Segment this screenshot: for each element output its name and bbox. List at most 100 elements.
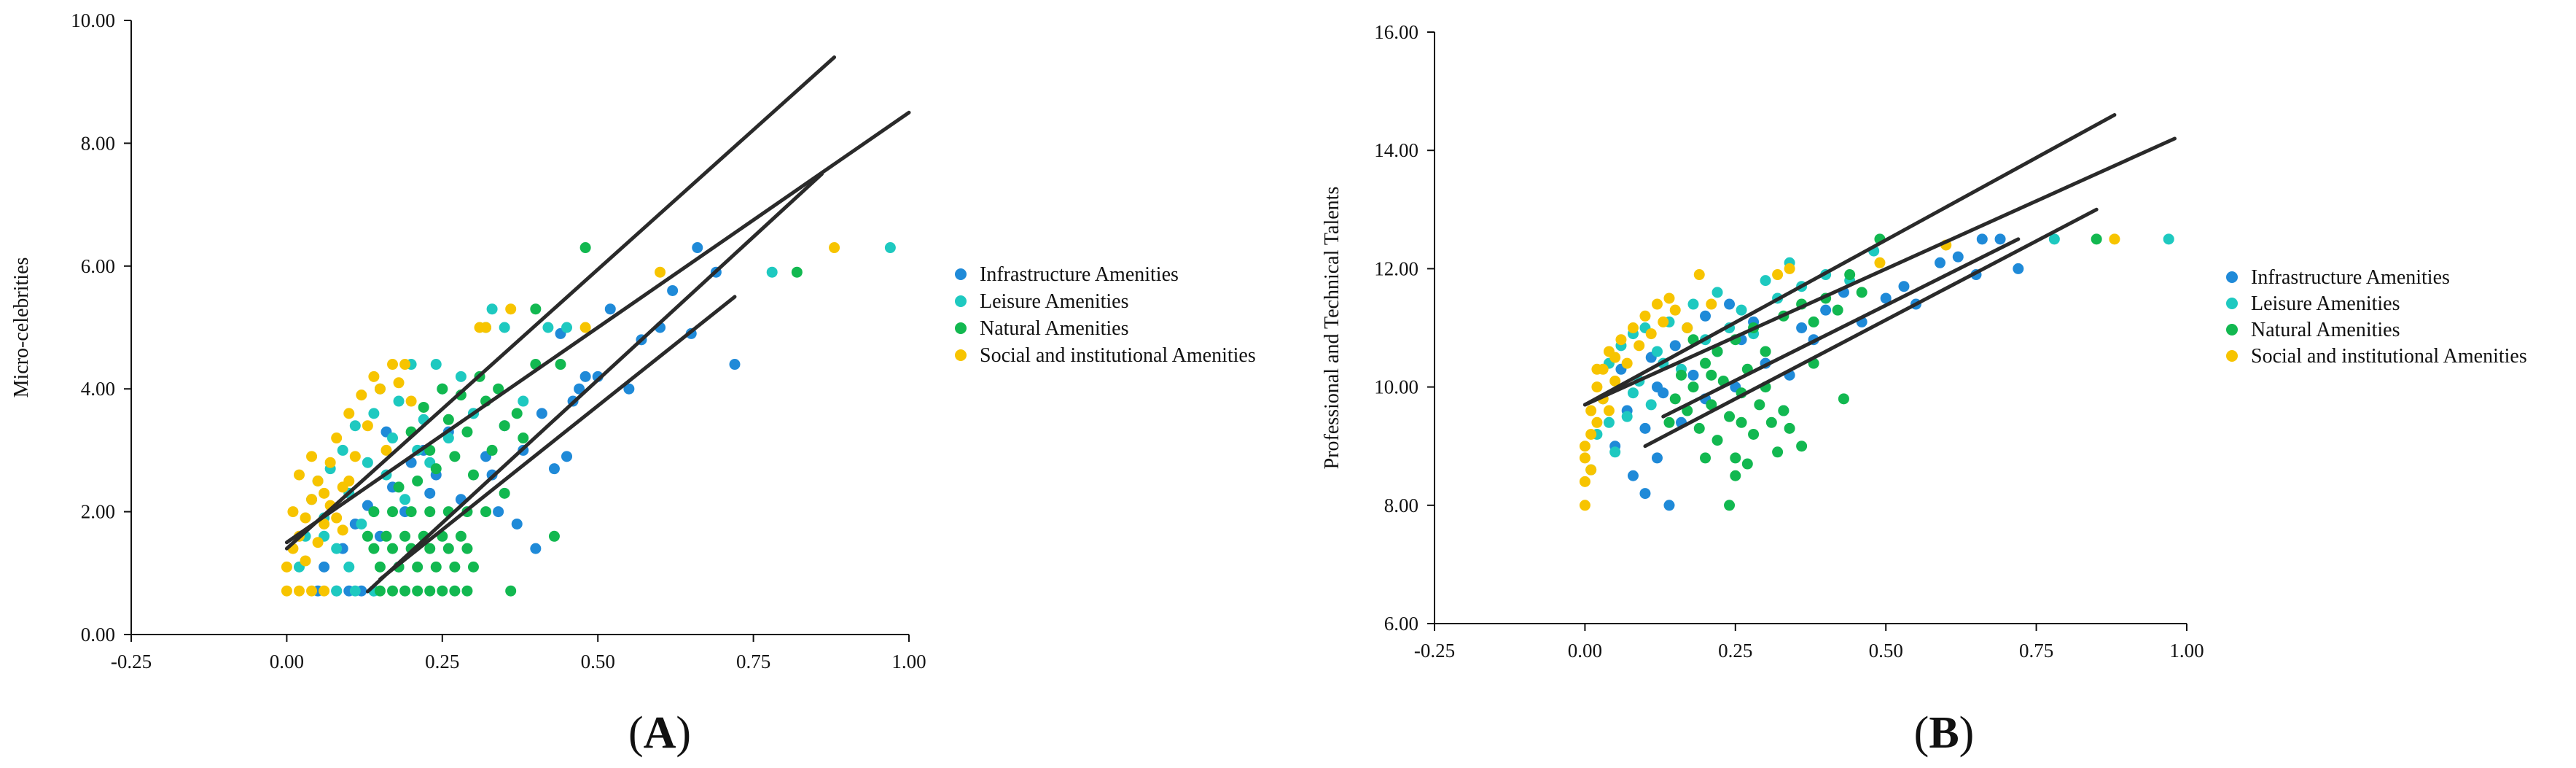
scatter-point-b	[1579, 500, 1591, 511]
scatter-point-a	[399, 530, 411, 542]
scatter-point-a	[449, 451, 461, 462]
scatter-point-a	[368, 506, 380, 518]
scatter-point-b	[2013, 263, 2024, 274]
x-tick-label-b: 1.00	[2169, 640, 2204, 662]
scatter-point-a	[387, 433, 399, 444]
x-tick-label-b: -0.25	[1414, 640, 1455, 662]
scatter-point-a	[449, 561, 461, 573]
scatter-point-b	[1621, 411, 1633, 422]
scatter-point-a	[281, 561, 292, 573]
scatter-point-b	[1994, 233, 2006, 245]
scatter-point-a	[442, 414, 454, 425]
legend-marker-b	[2226, 324, 2238, 335]
scatter-point-b	[1615, 334, 1627, 346]
scatter-point-a	[405, 506, 417, 518]
scatter-point-a	[623, 383, 635, 395]
y-axis-label-b: Professional and Technical Talents	[1321, 187, 1343, 470]
scatter-point-b	[1796, 322, 1808, 333]
scatter-point-a	[393, 395, 405, 407]
scatter-point-b	[1651, 452, 1663, 464]
scatter-point-a	[486, 303, 498, 315]
scatter-point-b	[1621, 357, 1633, 369]
scatter-point-b	[1820, 304, 1832, 316]
scatter-point-a	[467, 469, 479, 481]
scatter-point-a	[499, 420, 510, 432]
y-tick-label-b: 12.00	[1374, 257, 1418, 279]
scatter-point-a	[306, 585, 318, 597]
scatter-point-b	[1736, 304, 1747, 316]
panel-a-label-letter: A	[644, 708, 676, 758]
scatter-point-a	[518, 433, 529, 444]
scatter-point-a	[455, 530, 467, 542]
scatter-point-a	[561, 451, 573, 462]
scatter-point-b	[1585, 428, 1597, 440]
scatter-point-a	[437, 585, 448, 597]
x-tick-label-b: 0.50	[1869, 640, 1903, 662]
scatter-point-b	[2163, 233, 2174, 245]
scatter-point-b	[1880, 292, 1892, 304]
panel-b-label-open: (	[1914, 708, 1929, 758]
scatter-point-b	[1724, 500, 1736, 511]
scatter-point-b	[1675, 369, 1687, 381]
scatter-point-a	[511, 408, 523, 419]
scatter-point-a	[480, 506, 492, 518]
scatter-point-a	[368, 543, 380, 554]
scatter-point-a	[530, 543, 542, 554]
scatter-point-b	[1844, 269, 1856, 281]
scatter-point-a	[319, 487, 330, 499]
scatter-point-a	[418, 401, 429, 413]
scatter-point-a	[412, 561, 424, 573]
legend-marker-a	[955, 295, 967, 307]
scatter-point-a	[337, 444, 348, 456]
scatter-point-a	[393, 481, 405, 493]
scatter-point-a	[306, 451, 318, 462]
scatter-point-b	[1706, 298, 1717, 310]
scatter-point-b	[1651, 298, 1663, 310]
scatter-point-b	[1832, 304, 1843, 316]
fit-line-b	[1582, 136, 2177, 407]
scatter-point-b	[1579, 441, 1591, 452]
y-tick-label-a: 4.00	[81, 378, 115, 400]
scatter-point-b	[1585, 405, 1597, 416]
chart-panel-b: 6.00 8.00 10.00 12.00 14.00 16.00 -0.25 0.00 0.2…	[1321, 21, 2527, 662]
panel-a-label-close: )	[676, 708, 691, 758]
scatter-point-b	[1754, 399, 1765, 411]
scatter-point-b	[1796, 441, 1808, 452]
scatter-point-a	[399, 494, 411, 505]
y-tick-label-b: 10.00	[1374, 376, 1418, 398]
legend-marker-a	[955, 349, 967, 361]
scatter-point-a	[604, 303, 616, 315]
scatter-point-a	[281, 585, 292, 597]
scatter-point-a	[555, 359, 566, 371]
scatter-point-a	[374, 561, 386, 573]
scatter-point-a	[374, 383, 386, 395]
scatter-point-b	[1663, 416, 1675, 428]
scatter-point-a	[387, 543, 399, 554]
scatter-point-b	[1838, 393, 1849, 405]
scatter-point-b	[1645, 328, 1657, 340]
scatter-point-a	[791, 266, 803, 278]
scatter-point-a	[319, 561, 330, 573]
scatter-point-a	[374, 585, 386, 597]
scatter-point-a	[505, 303, 517, 315]
y-tick-label-b: 6.00	[1384, 613, 1418, 635]
panel-b-label: (B)	[1914, 708, 1975, 758]
scatter-point-b	[1712, 346, 1723, 357]
scatter-point-a	[306, 494, 318, 505]
fit-line-a	[284, 55, 837, 551]
scatter-point-a	[293, 469, 305, 481]
scatter-point-b	[1730, 470, 1741, 481]
legend-marker-b	[2226, 350, 2238, 362]
scatter-point-b	[2109, 233, 2120, 245]
scatter-point-a	[312, 537, 324, 548]
scatter-point-b	[1627, 322, 1639, 333]
scatter-point-a	[312, 476, 324, 486]
scatter-point-a	[499, 322, 510, 333]
x-tick-label-b: 0.00	[1568, 640, 1602, 662]
scatter-point-b	[1700, 452, 1712, 464]
scatter-point-a	[356, 389, 367, 401]
scatter-point-b	[1700, 357, 1712, 369]
scatter-point-a	[561, 322, 573, 333]
scatter-point-a	[536, 408, 547, 419]
scatter-point-b	[1687, 369, 1699, 381]
